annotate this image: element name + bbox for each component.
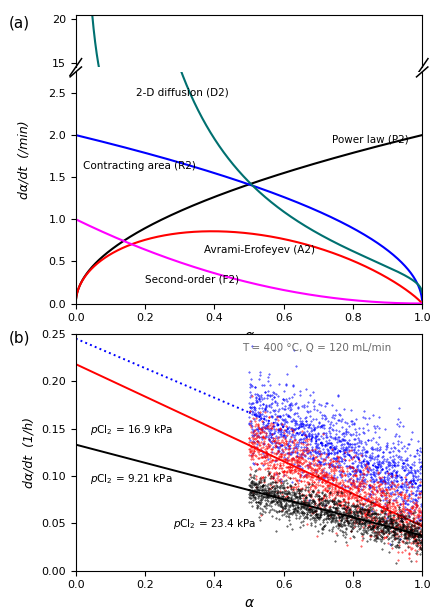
Text: T = 400 °C, Q = 120 mL/min: T = 400 °C, Q = 120 mL/min — [242, 344, 391, 353]
Text: $p$Cl$_2$ = 16.9 kPa: $p$Cl$_2$ = 16.9 kPa — [90, 422, 173, 436]
Text: dα/dt  (/min): dα/dt (/min) — [17, 120, 30, 198]
Text: $p$Cl$_2$ = 23.4 kPa: $p$Cl$_2$ = 23.4 kPa — [173, 517, 256, 531]
X-axis label: α: α — [244, 329, 254, 343]
Text: Avrami-Erofeyev (A2): Avrami-Erofeyev (A2) — [204, 245, 315, 255]
Text: Power law (P2): Power law (P2) — [332, 134, 409, 144]
Text: $p$Cl$_2$ = 9.21 kPa: $p$Cl$_2$ = 9.21 kPa — [90, 472, 172, 486]
Text: 2-D diffusion (D2): 2-D diffusion (D2) — [136, 87, 229, 97]
X-axis label: α: α — [244, 596, 254, 607]
Text: (b): (b) — [9, 331, 30, 346]
Y-axis label: dα/dt  (1/h): dα/dt (1/h) — [23, 417, 36, 487]
Text: Second-order (F2): Second-order (F2) — [145, 274, 239, 284]
Text: Contracting area (R2): Contracting area (R2) — [83, 161, 196, 171]
Text: (a): (a) — [9, 15, 30, 30]
